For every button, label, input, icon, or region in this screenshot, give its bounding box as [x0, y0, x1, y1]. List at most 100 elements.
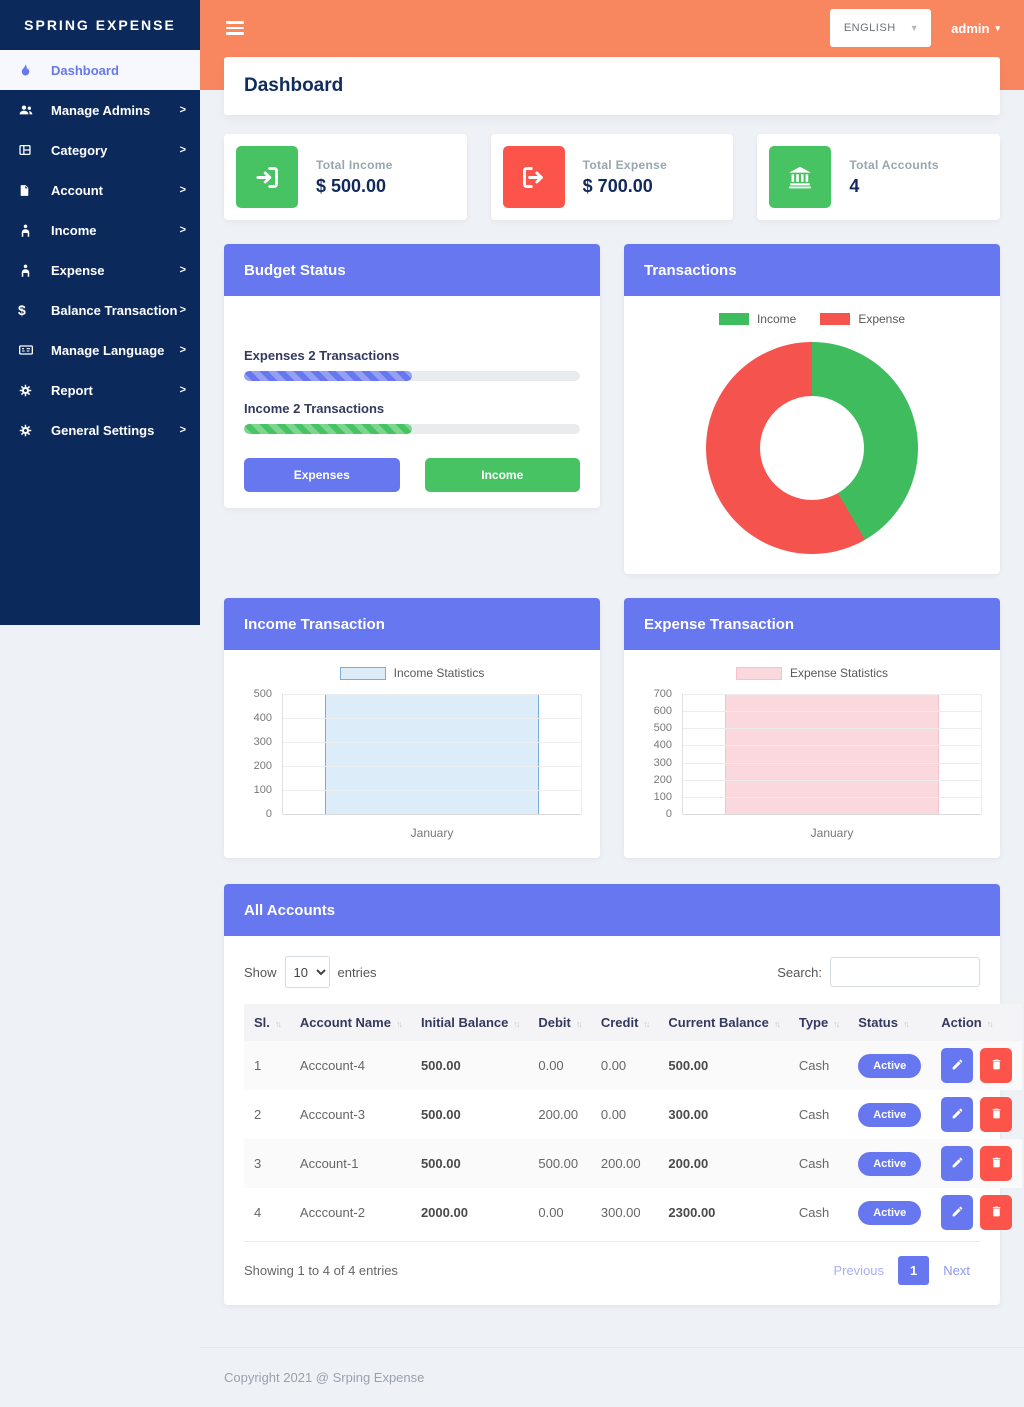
edit-button[interactable] — [941, 1097, 974, 1132]
card-title: Expense Transaction — [644, 615, 795, 633]
progress-label-income: Income 2 Transactions — [244, 401, 385, 416]
page-title-card: Dashboard — [224, 57, 1000, 115]
gridline — [683, 814, 981, 815]
y-tick-label: 300 — [253, 736, 272, 748]
show-label: Show — [244, 964, 277, 980]
legend-item-expense: Expense — [820, 312, 905, 326]
table-cell: 2000.00 — [420, 1205, 468, 1220]
sidebar-item-income[interactable]: Income > — [0, 210, 200, 250]
x-axis-label: January — [810, 826, 854, 840]
search-input[interactable] — [830, 957, 980, 987]
gridline — [283, 814, 581, 815]
y-tick-label: 200 — [253, 760, 272, 772]
card-header: Income Transaction — [224, 598, 600, 650]
gridline — [283, 742, 581, 743]
edit-button[interactable] — [941, 1195, 974, 1230]
table-row: 3 Account-1 500.00 500.00 200.00 200.00 Cash Ac… — [244, 1139, 1023, 1188]
table-cell: 0.00 — [600, 1107, 627, 1122]
delete-button[interactable] — [980, 1146, 1013, 1181]
delete-button[interactable] — [980, 1097, 1013, 1132]
page-1-button[interactable]: 1 — [898, 1256, 930, 1285]
income-button[interactable]: Income — [424, 458, 580, 492]
user-menu[interactable]: admin ▾ — [951, 21, 1000, 36]
trash-icon — [990, 1107, 1003, 1123]
donut-chart — [706, 342, 918, 554]
column-header-initial-balance[interactable]: Initial Balance ↑↓ — [410, 1004, 529, 1041]
status-badge: Active — [858, 1053, 922, 1078]
sidebar-item-expense[interactable]: Expense > — [0, 250, 200, 290]
delete-button[interactable] — [980, 1048, 1013, 1083]
sidebar-item-dashboard[interactable]: Dashboard — [0, 50, 200, 90]
sidebar-item-account[interactable]: Account > — [0, 170, 200, 210]
card-title: All Accounts — [244, 901, 336, 919]
sidebar-item-general-settings[interactable]: General Settings > — [0, 410, 200, 450]
card-header: Transactions — [624, 244, 1000, 296]
delete-button[interactable] — [980, 1195, 1013, 1230]
income-progress-bar — [244, 424, 580, 434]
pagination: Previous 1 Next — [823, 1256, 980, 1285]
column-header-current-balance[interactable]: Current Balance ↑↓ — [658, 1004, 789, 1041]
plot-area — [682, 694, 982, 815]
sort-icon: ↑↓ — [395, 1019, 403, 1029]
x-axis-label: January — [410, 826, 454, 840]
table-summary: Showing 1 to 4 of 4 entries — [244, 1263, 398, 1278]
pencil-icon — [951, 1156, 964, 1172]
bank-icon — [769, 146, 832, 208]
chart-legend: Income Expense — [640, 312, 984, 326]
table-cell: 300.00 — [668, 1107, 709, 1122]
gridline — [683, 728, 981, 730]
entries-label: entries — [337, 964, 377, 980]
sidebar-item-manage-admins[interactable]: Manage Admins > — [0, 90, 200, 130]
edit-button[interactable] — [941, 1048, 974, 1083]
previous-page-button[interactable]: Previous — [833, 1263, 885, 1278]
y-tick-label: 0 — [265, 808, 272, 820]
status-badge: Active — [858, 1102, 922, 1127]
page-size-select[interactable]: 10 — [284, 956, 330, 988]
y-tick-label: 400 — [253, 712, 272, 724]
column-header-debit[interactable]: Debit ↑↓ — [528, 1004, 591, 1041]
chevron-down-icon: ▾ — [995, 22, 1000, 33]
legend-swatch — [339, 666, 386, 680]
progress-label-expenses: Expenses 2 Transactions — [244, 348, 400, 363]
card-title: Income Transaction — [244, 615, 385, 633]
column-header-type[interactable]: Type ↑↓ — [788, 1004, 849, 1041]
edit-button[interactable] — [941, 1146, 974, 1181]
sort-icon: ↑↓ — [643, 1019, 650, 1029]
sidebar-item-report[interactable]: Report > — [0, 370, 200, 410]
sidebar-item-category[interactable]: Category > — [0, 130, 200, 170]
chevron-right-icon: > — [179, 424, 186, 436]
bar-chart: 0 100 200 300 400 500 600 700 — [642, 688, 982, 820]
transactions-card: Transactions Income Expense — [624, 244, 1000, 574]
legend-swatch — [820, 313, 851, 325]
sidebar-item-manage-language[interactable]: Manage Language > — [0, 330, 200, 370]
table-cell: 3 — [254, 1156, 262, 1171]
column-header-account-name[interactable]: Account Name ↑↓ — [289, 1004, 411, 1041]
users-icon — [18, 102, 51, 118]
bar-january — [324, 694, 540, 814]
column-header-sl[interactable]: Sl. ↑↓ — [244, 1004, 290, 1041]
legend-label: Income — [756, 312, 797, 326]
column-header-action[interactable]: Action ↑↓ — [931, 1004, 1023, 1041]
table-cell: Cash — [798, 1205, 830, 1220]
table-cell: Account-1 — [299, 1156, 359, 1171]
table-cell: Acccount-2 — [299, 1205, 365, 1220]
y-axis: 0 100 200 300 400 500 600 700 — [642, 688, 682, 820]
sidebar-item-label: Dashboard — [51, 62, 119, 78]
sort-icon: ↑↓ — [773, 1019, 781, 1029]
language-selector[interactable]: ENGLISH ▾ — [829, 9, 932, 47]
sidebar: SPRING EXPENSE Dashboard Manage Admins > Ca… — [0, 0, 200, 625]
column-header-credit[interactable]: Credit ↑↓ — [590, 1004, 659, 1041]
y-tick-label: 600 — [653, 705, 672, 718]
next-page-button[interactable]: Next — [943, 1263, 970, 1278]
sidebar-item-label: Category — [51, 142, 108, 158]
budget-status-card: Budget Status Expenses 2 Transactions In… — [224, 244, 600, 508]
column-header-status[interactable]: Status ↑↓ — [848, 1004, 932, 1041]
chevron-right-icon: > — [179, 384, 186, 396]
stat-card-total-income: Total Income $ 500.00 — [224, 134, 467, 220]
sidebar-item-balance-transaction[interactable]: $ Balance Transaction > — [0, 290, 200, 330]
hamburger-menu-button[interactable] — [224, 14, 246, 42]
cogs-icon — [18, 383, 51, 398]
expenses-button[interactable]: Expenses — [244, 458, 400, 492]
sidebar-item-label: Income — [51, 222, 97, 238]
gridline — [683, 711, 981, 713]
